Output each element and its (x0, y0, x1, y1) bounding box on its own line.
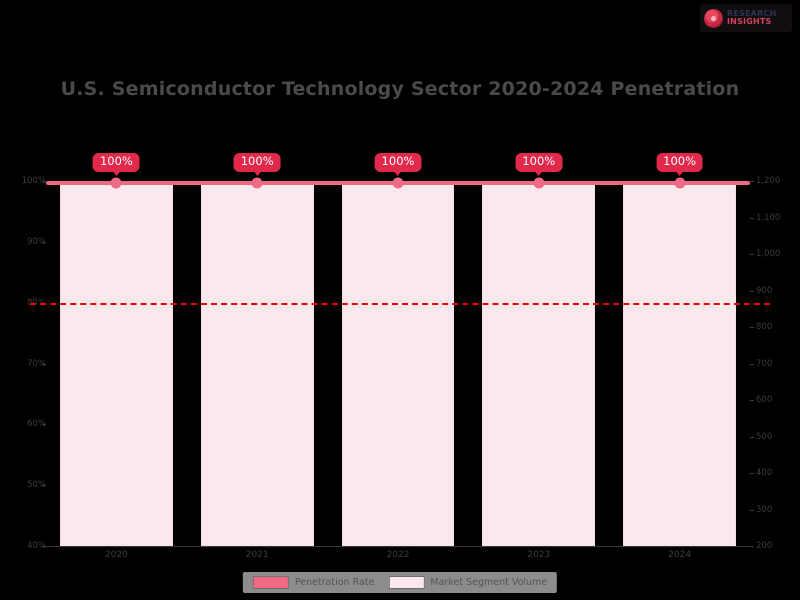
y-right-tick-mark (750, 436, 754, 438)
x-tick-label-2020: 2020 (104, 550, 128, 560)
y-right-tick-mark (750, 400, 754, 401)
reference-line (30, 302, 770, 305)
y-right-tick-mark (750, 363, 754, 365)
y-right-tick-label: 600 (756, 395, 773, 405)
y-left-tick-mark (42, 546, 46, 547)
x-tick-label-2023: 2023 (527, 550, 551, 560)
logo-wordmark: RESEARCH INSIGHTS (727, 8, 777, 27)
y-left-tick-mark (42, 424, 46, 426)
data-point-marker-2021[interactable] (251, 177, 263, 189)
x-tick-label-2021: 2021 (245, 550, 269, 560)
y-right-tick-mark (750, 290, 754, 292)
x-tick-label-2024: 2024 (668, 550, 692, 560)
logo-line-1: RESEARCH (727, 8, 777, 18)
bar-2022[interactable] (341, 181, 455, 546)
chart-title: U.S. Semiconductor Technology Sector 202… (60, 78, 740, 100)
y-left-tick-label: 90% (27, 236, 46, 247)
y-right-tick-label: 400 (756, 468, 773, 478)
x-tick-label-2022: 2022 (386, 550, 410, 560)
y-left-tick-label: 100% (21, 176, 46, 186)
y-right-tick-label: 900 (756, 285, 773, 296)
bar-2024[interactable] (623, 181, 736, 546)
y-right-tick-mark (750, 254, 754, 255)
legend-label-1: Market Segment Volume (430, 577, 548, 588)
data-point-marker-2024[interactable] (674, 177, 686, 189)
y-right-tick-label: 200 (756, 541, 773, 551)
data-label-2023: 100% (515, 153, 563, 175)
y-right-tick-label: 700 (756, 358, 773, 369)
circular-burst-icon (704, 8, 723, 28)
y-right-tick-label: 1,000 (756, 249, 781, 259)
y-left-tick-label: 50% (27, 480, 46, 491)
y-right-tick-mark (750, 327, 754, 328)
y-right-tick-label: 1,200 (756, 176, 781, 186)
y-right-tick-label: 500 (756, 431, 773, 442)
y-right-tick-label: 300 (756, 504, 773, 515)
y-left-tick-mark (42, 241, 46, 243)
x-axis-line (46, 546, 750, 547)
data-label-2021: 100% (233, 153, 281, 175)
plot-area (46, 181, 750, 546)
bar-2021[interactable] (200, 181, 314, 546)
legend-label-0: Penetration Rate (294, 577, 375, 588)
brand-logo: RESEARCH INSIGHTS (700, 4, 792, 32)
data-label-2022: 100% (374, 153, 422, 175)
logo-line-2: INSIGHTS (727, 17, 772, 26)
data-point-marker-2020[interactable] (110, 177, 122, 189)
legend-item-0[interactable]: Penetration Rate (252, 576, 375, 589)
y-left-tick-label: 60% (27, 419, 46, 430)
y-right-tick-mark (750, 473, 754, 474)
y-left-tick-label: 70% (27, 358, 46, 369)
y-right-tick-mark (750, 509, 754, 511)
data-label-2020: 100% (92, 153, 140, 175)
data-point-marker-2022[interactable] (392, 177, 404, 189)
data-label-2024: 100% (656, 153, 704, 175)
legend-item-1[interactable]: Market Segment Volume (388, 576, 547, 589)
y-right-tick-mark (750, 181, 754, 182)
y-left-tick-mark (42, 181, 46, 182)
data-point-marker-2023[interactable] (533, 177, 545, 189)
legend-swatch-1 (388, 576, 425, 589)
bar-2020[interactable] (60, 181, 173, 546)
y-left-tick-mark (42, 363, 46, 365)
y-right-tick-mark (750, 217, 754, 219)
y-right-tick-label: 800 (756, 322, 773, 332)
y-right-tick-mark (750, 546, 754, 547)
y-left-tick-mark (42, 485, 46, 487)
chart-legend: Penetration Rate Market Segment Volume (242, 572, 558, 593)
y-left-tick-label: 40% (27, 541, 46, 551)
y-right-tick-label: 1,100 (756, 212, 781, 223)
bar-2023[interactable] (482, 181, 596, 546)
legend-swatch-0 (252, 576, 289, 589)
